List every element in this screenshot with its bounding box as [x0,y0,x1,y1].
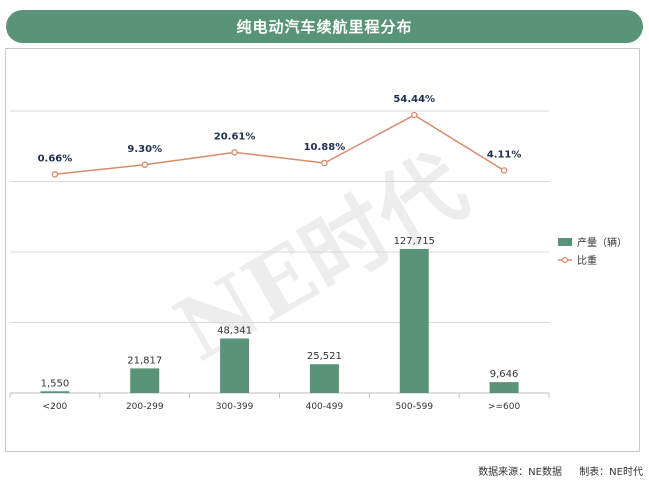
bar [309,364,339,393]
line-series [54,114,505,176]
chart-canvas: NE时代 1,550 21,817 48,341 25,521 127,715 9,646 <… [9,94,627,412]
x-tick-label: <200 [43,402,68,412]
watermark: NE时代 [159,136,483,382]
bar-label: 48,341 [217,325,252,336]
line-point [231,149,238,156]
legend-swatch-bar [558,238,572,246]
bar [220,338,250,393]
bar-label: 21,817 [127,355,162,366]
line-label: 4.11% [487,149,522,160]
bar-label: 127,715 [394,236,435,247]
x-tick-label: 400-499 [306,402,344,412]
chart-frame: NE时代 1,550 21,817 48,341 25,521 127,715 9,646 <… [5,48,640,452]
line-label: 10.88% [304,142,346,153]
x-tick-label: 200-299 [126,402,164,412]
x-tick-label: 300-399 [216,402,254,412]
bar [399,248,429,393]
bar [40,391,70,393]
bar [130,368,160,393]
bar-label: 9,646 [490,369,519,380]
line-label: 9.30% [127,144,162,155]
bar-label: 1,550 [41,378,70,389]
line-label: 0.66% [38,153,73,164]
footer-maker: 制表：NE时代 [579,467,643,478]
line-point [141,161,148,169]
line-point [410,111,418,119]
x-tick-label: 500-599 [395,402,433,412]
line-point [51,171,59,178]
line-point [321,159,328,167]
line-label: 20.61% [214,131,256,142]
footer-source: 数据来源：NE数据 [478,467,562,478]
line-point [500,167,508,174]
bar-label: 25,521 [307,351,342,362]
x-tick-label: >=600 [488,402,521,412]
chart-title: 纯电动汽车续航里程分布 [6,10,643,43]
bar [489,382,519,393]
legend-label-line: 比重 [577,254,597,267]
footer: 数据来源：NE数据 制表：NE时代 [464,463,643,478]
legend-label-bar: 产量（辆） [577,236,627,249]
legend-swatch-marker [561,257,568,264]
line-label: 54.44% [393,94,435,105]
